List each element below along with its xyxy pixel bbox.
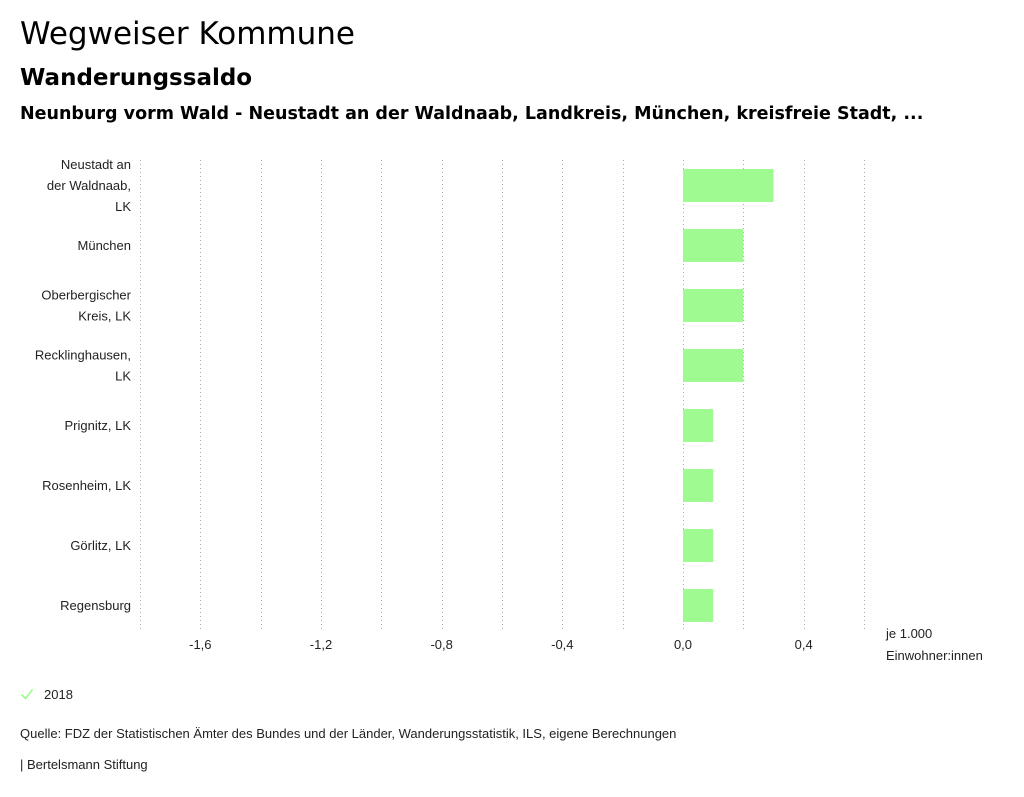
page-title: Wegweiser Kommune xyxy=(20,16,355,52)
source-note: Quelle: FDZ der Statistischen Ämter des … xyxy=(20,726,677,741)
x-tick-label: -0,8 xyxy=(430,637,452,652)
category-label: Rosenheim, LK xyxy=(42,478,131,493)
x-tick-labels: -1,6 -1,2 -0,8 -0,4 0,0 0,4 xyxy=(189,637,813,652)
publisher-note: | Bertelsmann Stiftung xyxy=(20,757,148,772)
bar[interactable] xyxy=(683,229,744,262)
category-labels: Neustadt an der Waldnaab, LK München Oberber… xyxy=(35,157,132,613)
legend-label: 2018 xyxy=(44,686,73,702)
category-label: Görlitz, LK xyxy=(70,538,131,553)
bar[interactable] xyxy=(683,169,774,202)
x-tick-label: -0,4 xyxy=(551,637,573,652)
migration-balance-chart: Neustadt an der Waldnaab, LK München Oberber… xyxy=(35,157,983,663)
x-unit-label: je 1.000 Einwohner:innen xyxy=(885,626,983,663)
category-label: München xyxy=(78,238,131,253)
x-unit-label-line: je 1.000 xyxy=(885,626,932,641)
category-label: Neustadt an der Waldnaab, LK xyxy=(47,157,131,214)
category-label: Prignitz, LK xyxy=(65,418,132,433)
x-unit-label-line: Einwohner:innen xyxy=(886,648,983,663)
category-label: Recklinghausen, LK xyxy=(35,348,131,384)
legend[interactable]: 2018 xyxy=(20,686,73,702)
x-tick-label: 0,0 xyxy=(674,637,692,652)
bar[interactable] xyxy=(683,409,714,442)
x-tick-label: -1,2 xyxy=(310,637,332,652)
page-subtitle: Wanderungssaldo xyxy=(20,65,253,91)
x-tick-label: 0,4 xyxy=(795,637,813,652)
bar[interactable] xyxy=(683,589,714,622)
category-label: Regensburg xyxy=(60,598,131,613)
x-tick-label: -1,6 xyxy=(189,637,211,652)
bar[interactable] xyxy=(683,529,714,562)
bar[interactable] xyxy=(683,469,714,502)
bar[interactable] xyxy=(683,289,744,322)
chart-heading: Neunburg vorm Wald - Neustadt an der Wal… xyxy=(20,104,924,124)
bar[interactable] xyxy=(683,349,744,382)
bars xyxy=(683,169,774,622)
category-label: Oberbergischer Kreis, LK xyxy=(41,288,131,324)
grid-lines xyxy=(140,160,865,632)
legend-check-icon xyxy=(20,689,34,700)
